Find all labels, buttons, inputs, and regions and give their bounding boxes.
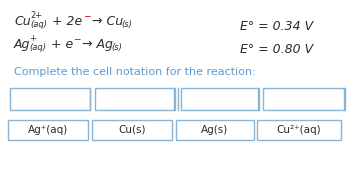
- Bar: [257, 120, 341, 140]
- Text: + 2e: + 2e: [52, 15, 82, 28]
- Text: (s): (s): [121, 20, 132, 29]
- Text: E° = 0.34 V: E° = 0.34 V: [240, 20, 313, 33]
- Text: Ag(s): Ag(s): [201, 125, 229, 135]
- Text: + e: + e: [51, 38, 73, 51]
- Text: Cu(s): Cu(s): [118, 125, 146, 135]
- Bar: [181, 88, 259, 110]
- Text: 2+: 2+: [30, 11, 42, 20]
- Bar: [176, 120, 254, 140]
- Text: (s): (s): [111, 43, 122, 52]
- Text: (aq): (aq): [29, 43, 46, 52]
- Text: E° = 0.80 V: E° = 0.80 V: [240, 43, 313, 56]
- Bar: [95, 88, 175, 110]
- Text: (aq): (aq): [30, 20, 47, 29]
- Text: Complete the cell notation for the reaction:: Complete the cell notation for the react…: [14, 67, 256, 77]
- Text: Cu²⁺(aq): Cu²⁺(aq): [277, 125, 321, 135]
- Bar: [263, 88, 345, 110]
- Text: Cu: Cu: [14, 15, 31, 28]
- Text: Ag: Ag: [14, 38, 30, 51]
- Text: −: −: [73, 34, 80, 43]
- Text: −: −: [83, 11, 91, 20]
- Text: → Cu: → Cu: [92, 15, 123, 28]
- Bar: [10, 88, 90, 110]
- Bar: [8, 120, 88, 140]
- Bar: [92, 120, 172, 140]
- Text: → Ag: → Ag: [82, 38, 113, 51]
- Text: +: +: [29, 34, 36, 43]
- Text: Ag⁺(aq): Ag⁺(aq): [28, 125, 68, 135]
